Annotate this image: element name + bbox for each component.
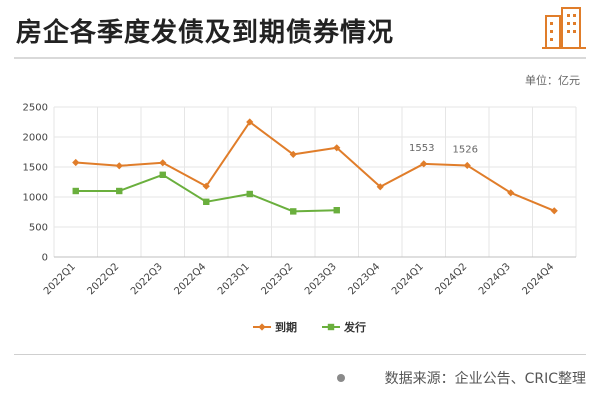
data-point-maturity (463, 161, 471, 170)
x-tick-label: 2022Q2 (86, 261, 122, 297)
x-tick-label: 2024Q4 (521, 261, 557, 297)
x-tick-label: 2023Q3 (303, 261, 339, 297)
legend-label: 发行 (343, 320, 366, 334)
legend-label: 到期 (275, 320, 297, 334)
legend-marker (327, 323, 335, 331)
data-point-issuance (159, 171, 166, 178)
series-line-maturity (75, 121, 555, 212)
y-tick-label: 2000 (23, 133, 48, 144)
data-point-maturity (289, 150, 297, 158)
series-line-issuance (75, 173, 337, 213)
y-tick-label: 2500 (23, 103, 48, 114)
x-tick-label: 2024Q1 (390, 261, 426, 297)
source-note: 数据来源：企业公告、CRIC整理 (384, 371, 586, 387)
data-point-issuance (246, 190, 253, 198)
y-tick-label: 500 (29, 223, 48, 234)
data-point-maturity (159, 159, 167, 167)
data-label: 1526 (453, 144, 478, 155)
y-tick-label: 1000 (23, 193, 48, 204)
x-tick-label: 2023Q4 (347, 261, 383, 297)
data-label: 1553 (409, 143, 434, 154)
bullet-icon (337, 374, 345, 382)
x-tick-label: 2023Q2 (260, 261, 296, 297)
data-point-issuance (116, 187, 123, 195)
data-point-maturity (376, 183, 384, 191)
unit-label: 单位：亿元 (525, 74, 580, 87)
x-tick-label: 2024Q3 (477, 261, 513, 297)
data-point-maturity (115, 162, 123, 170)
data-point-issuance (72, 187, 79, 195)
data-point-maturity (550, 207, 558, 215)
data-point-maturity (333, 144, 341, 152)
x-tick-label: 2022Q4 (173, 261, 209, 297)
data-point-maturity (72, 158, 80, 167)
data-point-issuance (203, 198, 210, 205)
data-point-issuance (290, 208, 297, 215)
x-tick-label: 2022Q3 (129, 261, 165, 297)
page-title: 房企各季度发债及到期债券情况 (16, 18, 395, 48)
data-point-maturity (507, 189, 515, 197)
title-divider (14, 57, 586, 59)
footer-divider (14, 354, 586, 355)
x-tick-label: 2024Q2 (434, 261, 470, 297)
data-point-maturity (202, 182, 210, 190)
y-tick-label: 0 (42, 253, 48, 264)
legend-marker (258, 323, 266, 331)
data-point-maturity (420, 160, 428, 168)
x-tick-label: 2022Q1 (42, 261, 78, 297)
x-tick-label: 2023Q1 (216, 261, 252, 297)
y-tick-label: 1500 (23, 163, 48, 174)
data-point-issuance (333, 207, 340, 214)
building-icon (542, 7, 586, 49)
